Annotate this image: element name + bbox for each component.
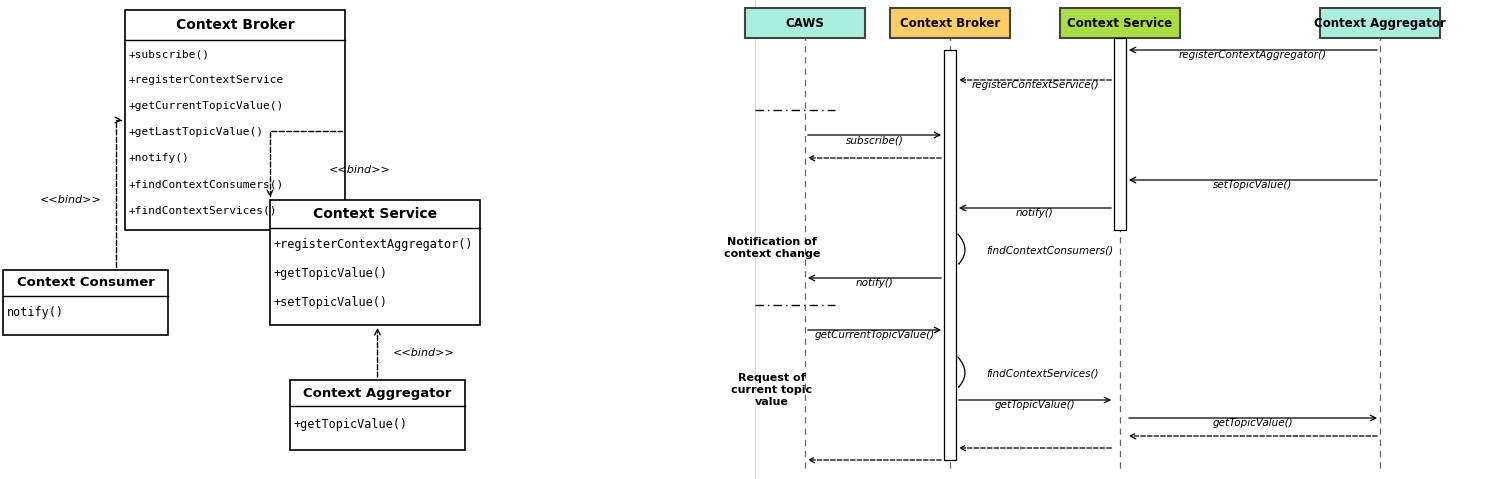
Bar xyxy=(1320,8,1441,38)
Text: CAWS: CAWS xyxy=(785,16,824,30)
Bar xyxy=(744,8,865,38)
Bar xyxy=(1060,8,1179,38)
Text: Context Service: Context Service xyxy=(1068,16,1173,30)
Text: registerContextAggregator(): registerContextAggregator() xyxy=(1179,50,1327,60)
Bar xyxy=(125,10,344,230)
Text: +findContextServices(): +findContextServices() xyxy=(128,205,278,216)
Bar xyxy=(1114,38,1126,230)
Text: getTopicValue(): getTopicValue() xyxy=(1213,418,1293,428)
FancyArrowPatch shape xyxy=(957,234,965,264)
Text: subscribe(): subscribe() xyxy=(846,135,903,145)
Text: <<bind>>: <<bind>> xyxy=(329,165,391,175)
FancyArrowPatch shape xyxy=(957,357,965,387)
Text: Context Broker: Context Broker xyxy=(175,18,294,32)
Text: +subscribe(): +subscribe() xyxy=(128,49,210,59)
Text: +registerContextAggregator(): +registerContextAggregator() xyxy=(273,238,474,251)
Text: +notify(): +notify() xyxy=(128,153,190,163)
Text: Context Consumer: Context Consumer xyxy=(17,276,154,289)
Text: +getCurrentTopicValue(): +getCurrentTopicValue() xyxy=(128,102,284,112)
Text: findContextServices(): findContextServices() xyxy=(986,368,1098,378)
Bar xyxy=(944,50,956,460)
Text: Context Broker: Context Broker xyxy=(900,16,1000,30)
Text: Context Service: Context Service xyxy=(313,207,436,221)
Text: +setTopicValue(): +setTopicValue() xyxy=(273,297,388,309)
Bar xyxy=(290,380,465,450)
Bar xyxy=(3,270,168,335)
Text: registerContextService(): registerContextService() xyxy=(971,80,1099,90)
Text: setTopicValue(): setTopicValue() xyxy=(1214,180,1293,190)
Text: notify(): notify() xyxy=(1016,208,1054,218)
Text: +getTopicValue(): +getTopicValue() xyxy=(273,267,388,280)
Text: +getLastTopicValue(): +getLastTopicValue() xyxy=(128,127,264,137)
Text: notify(): notify() xyxy=(856,278,894,288)
Text: <<bind>>: <<bind>> xyxy=(393,347,455,357)
Text: getTopicValue(): getTopicValue() xyxy=(995,400,1075,410)
Text: Context Aggregator: Context Aggregator xyxy=(1314,16,1447,30)
Text: +findContextConsumers(): +findContextConsumers() xyxy=(128,180,284,190)
Text: Notification of
context change: Notification of context change xyxy=(723,237,820,259)
Text: getCurrentTopicValue(): getCurrentTopicValue() xyxy=(814,330,935,340)
Text: findContextConsumers(): findContextConsumers() xyxy=(986,245,1113,255)
Bar xyxy=(270,200,480,325)
Text: Request of
current topic
value: Request of current topic value xyxy=(731,374,812,407)
Text: <<bind>>: <<bind>> xyxy=(39,195,101,205)
Text: +getTopicValue(): +getTopicValue() xyxy=(294,418,408,431)
Text: +registerContextService: +registerContextService xyxy=(128,75,284,85)
Text: notify(): notify() xyxy=(8,306,63,319)
Text: Context Aggregator: Context Aggregator xyxy=(304,387,451,399)
Bar xyxy=(889,8,1010,38)
